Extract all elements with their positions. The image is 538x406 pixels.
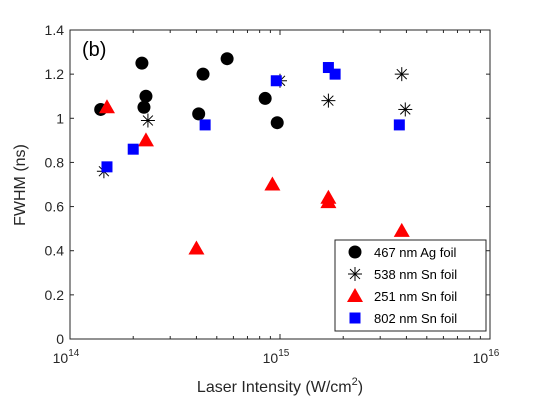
circle-point <box>192 107 206 121</box>
circle-point <box>258 91 272 105</box>
legend-label: 802 nm Sn foil <box>374 311 457 326</box>
x-axis-label: Laser Intensity (W/cm2) <box>197 376 363 396</box>
asterisk-stroke <box>323 95 334 106</box>
legend-asterisk-icon <box>348 267 362 281</box>
x-tick-label: 1016 <box>473 348 500 366</box>
y-tick-label: 0.2 <box>45 287 65 303</box>
y-tick-label: 1 <box>56 110 64 126</box>
circle-point <box>196 67 210 81</box>
square-point <box>329 68 341 80</box>
asterisk-stroke <box>349 268 361 280</box>
square-point <box>322 62 334 74</box>
axis-ticks: 0 0.2 0.4 0.6 0.8 1 1.2 1.4 1014 1015 1016 <box>45 22 500 366</box>
circle-point <box>135 56 149 70</box>
asterisk-point <box>321 93 336 108</box>
square-point <box>127 143 139 155</box>
legend-circle-icon <box>348 245 362 259</box>
y-tick-label: 0.4 <box>45 243 65 259</box>
asterisk-point <box>140 113 155 128</box>
y-tick-label: 1.2 <box>45 66 65 82</box>
y-axis-label: FWHM (ns) <box>12 144 29 226</box>
series-circle <box>94 52 284 130</box>
data-marks <box>94 52 413 255</box>
circle-point <box>139 89 153 103</box>
panel-label: (b) <box>82 39 106 61</box>
legend: 467 nm Ag foil 538 nm Sn foil 251 nm Sn fo… <box>334 239 487 332</box>
asterisk-stroke <box>399 104 411 115</box>
circle-point <box>220 52 234 66</box>
y-tick-label: 0 <box>56 331 64 347</box>
x-tick-label: 1015 <box>263 348 290 366</box>
square-point <box>101 161 113 173</box>
triangle-point <box>137 132 154 147</box>
circle-point <box>137 100 151 114</box>
triangle-point <box>320 194 337 209</box>
triangle-point <box>393 222 410 237</box>
square-point <box>199 119 211 131</box>
legend-triangle-icon <box>347 288 363 302</box>
y-tick-label: 0.6 <box>45 199 65 215</box>
triangle-point <box>98 99 115 114</box>
series-triangle <box>98 99 410 255</box>
x-tick-label: 1014 <box>53 348 80 366</box>
circle-point <box>270 116 284 130</box>
y-tick-label: 1.4 <box>45 22 65 38</box>
legend-label: 467 nm Ag foil <box>374 245 456 260</box>
square-point <box>393 119 405 131</box>
series-square <box>101 62 405 173</box>
square-point <box>270 75 282 87</box>
asterisk-point <box>398 102 413 117</box>
y-tick-label: 0.8 <box>45 154 65 170</box>
legend-square-icon <box>349 312 361 324</box>
asterisk-stroke <box>142 115 154 126</box>
legend-label: 538 nm Sn foil <box>374 267 457 282</box>
triangle-point <box>188 240 205 255</box>
asterisk-stroke <box>396 68 408 80</box>
triangle-point <box>264 176 281 191</box>
asterisk-point <box>394 67 409 82</box>
legend-label: 251 nm Sn foil <box>374 289 457 304</box>
